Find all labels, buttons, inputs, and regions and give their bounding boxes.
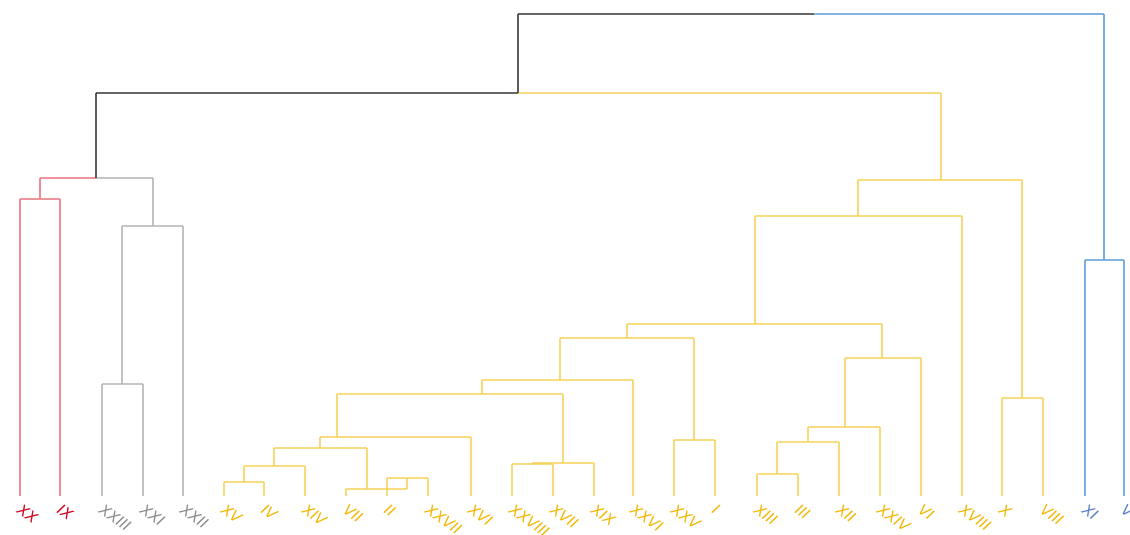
leaf-label: X <box>995 500 1015 522</box>
leaf-label: XI <box>1078 500 1102 524</box>
leaf-label: XXIV <box>873 500 914 535</box>
leaf-label: XVII <box>546 500 582 533</box>
leaf-label: XXI <box>136 500 168 530</box>
leaf-label: VIII <box>1037 501 1067 530</box>
leaf-label: XXVIII <box>505 500 553 535</box>
leaf-label: XII <box>832 500 859 527</box>
leaf-label: VII <box>340 501 366 527</box>
leaf-label: XXIII <box>95 500 134 535</box>
leaf-label: XIV <box>298 500 331 531</box>
leaf-label: VI <box>915 501 938 524</box>
leaf-label: XXII <box>176 500 212 533</box>
leaf-label: IV <box>258 501 282 525</box>
dendrogram-links <box>19 13 1125 496</box>
leaf-label: V <box>1118 501 1130 523</box>
leaf-label: XXV <box>667 500 705 534</box>
leaf-label: XXVI <box>626 500 666 535</box>
leaf-label: XIX <box>587 500 619 530</box>
leaf-label: I <box>709 501 723 519</box>
leaf-label: XX <box>13 500 42 528</box>
leaf-labels: XX IX XXIII XXI XXII XV IV XIV VII II XXVII XVI XXVI… <box>13 500 1130 535</box>
leaf-label: II <box>381 501 399 521</box>
leaf-label: III <box>792 501 814 524</box>
leaf-label: XVI <box>464 500 496 530</box>
leaf-label: XV <box>217 500 246 528</box>
leaf-label: IX <box>54 501 77 525</box>
leaf-label: XIII <box>750 500 781 529</box>
leaf-label: XVIII <box>955 500 994 535</box>
leaf-label: XXVII <box>421 500 465 535</box>
